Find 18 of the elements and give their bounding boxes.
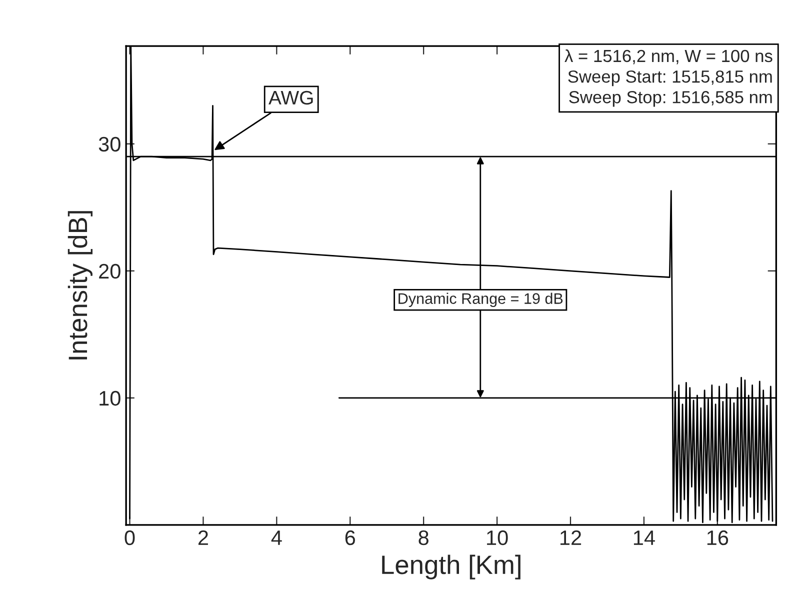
x-tick-label: 16 bbox=[707, 530, 728, 546]
x-tick-label: 14 bbox=[634, 530, 655, 545]
y-tick-label: 10 bbox=[100, 390, 120, 406]
x-tick-label: 0 bbox=[124, 530, 135, 546]
x-tick-label: 12 bbox=[560, 530, 582, 545]
x-tick-label: 4 bbox=[271, 530, 282, 545]
y-tick-label: 30 bbox=[98, 136, 120, 152]
y-axis-title: Intensity [dB] bbox=[68, 211, 92, 360]
annotation: Dynamic Range = 19 dB bbox=[398, 292, 563, 307]
x-axis-title: Length [Km] bbox=[382, 554, 520, 580]
x-tick-label: 2 bbox=[198, 530, 208, 545]
annotation: λ = 1516,2 nm, W = 100 ns Sweep Start: 1515,815 nm Sweep Stop: 1516,585 nm bbox=[564, 49, 772, 107]
annotation: AWG bbox=[268, 90, 313, 105]
y-tick-label: 20 bbox=[99, 264, 120, 279]
x-tick-label: 10 bbox=[487, 530, 508, 546]
line-series bbox=[129, 46, 774, 524]
x-tick-label: 8 bbox=[418, 530, 428, 546]
x-tick-label: 6 bbox=[345, 530, 356, 546]
